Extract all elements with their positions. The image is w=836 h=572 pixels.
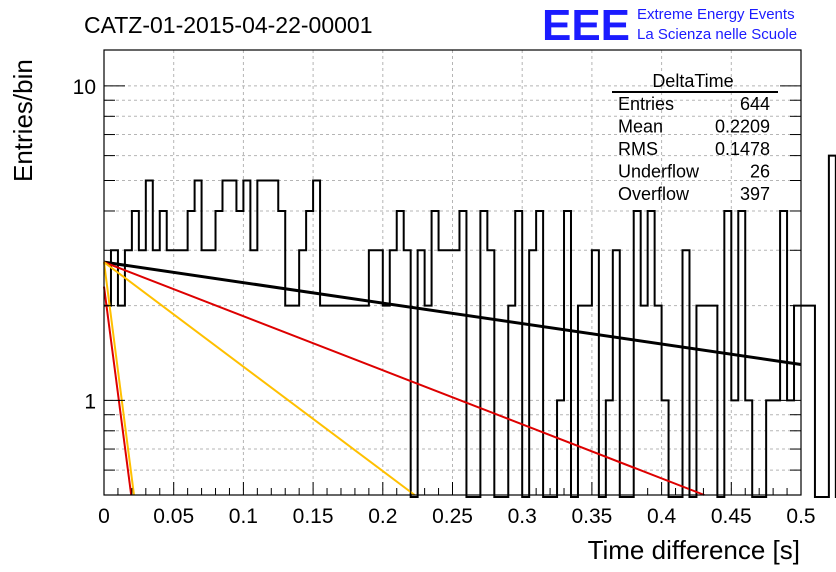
- fit-line: [103, 260, 802, 366]
- axis-ticks: [103, 85, 802, 496]
- stats-title: DeltaTime: [652, 71, 733, 91]
- x-tick-label: 0.1: [229, 505, 258, 528]
- x-axis-title: Time difference [s]: [588, 535, 800, 565]
- x-tick-label: 0.35: [571, 505, 612, 528]
- logo-line1: Extreme Energy Events: [637, 6, 795, 23]
- eee-logo: EEE Extreme Energy Events La Scienza nel…: [542, 1, 797, 50]
- logo-mark: EEE: [542, 1, 630, 50]
- y-tick-label: 10: [73, 76, 96, 99]
- x-tick-label: 0.05: [153, 505, 194, 528]
- x-tick-label: 0: [98, 505, 110, 528]
- fit-line: [103, 261, 705, 496]
- stats-value: 397: [740, 184, 770, 204]
- chart-title: CATZ-01-2015-04-22-00001: [84, 12, 373, 38]
- stats-label: Underflow: [618, 162, 700, 182]
- stats-label: Overflow: [618, 184, 690, 204]
- x-tick-label: 0.15: [293, 505, 334, 528]
- x-tick-label: 0.45: [711, 505, 752, 528]
- stats-value: 644: [740, 94, 770, 114]
- x-tick-label: 0.4: [647, 505, 677, 528]
- stats-value: 0.1478: [715, 139, 770, 159]
- y-axis-title: Entries/bin: [8, 59, 38, 182]
- x-tick-label: 0.3: [508, 505, 537, 528]
- x-tick-label: 0.25: [432, 505, 473, 528]
- stats-box: DeltaTime Entries 644 Mean 0.2209 RMS 0.1478 U…: [612, 71, 778, 204]
- logo-line2: La Scienza nelle Scuole: [637, 26, 797, 43]
- stats-label: RMS: [618, 139, 658, 159]
- y-tick-label: 1: [84, 390, 96, 413]
- x-tick-label: 0.5: [786, 505, 815, 528]
- x-tick-label: 0.2: [368, 505, 397, 528]
- tick-labels: 0 0.05 0.1 0.15 0.2 0.25 0.3 0.35 0.4 0.45 0.5 1 10: [73, 76, 816, 528]
- stats-label: Entries: [618, 94, 674, 114]
- stats-label: Mean: [618, 117, 663, 137]
- fit-line: [103, 262, 135, 496]
- fit-line: [103, 286, 133, 496]
- histogram-series: [104, 154, 836, 498]
- plot-area: [103, 154, 836, 498]
- fit-line: [103, 261, 416, 496]
- stats-value: 0.2209: [715, 117, 770, 137]
- stats-value: 26: [750, 162, 770, 182]
